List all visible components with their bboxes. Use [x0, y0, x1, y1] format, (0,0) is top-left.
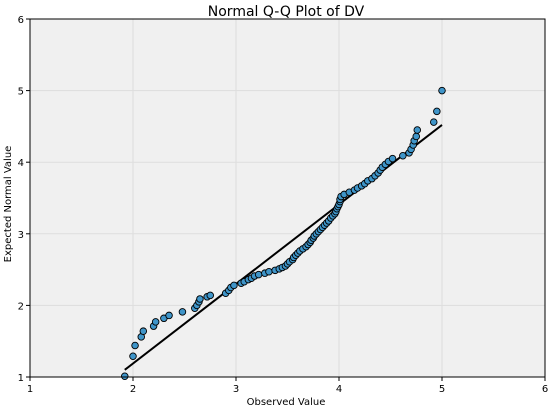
data-point-83: [412, 132, 421, 141]
x-tick-label: 2: [130, 384, 136, 395]
data-points: [121, 86, 446, 381]
y-axis-label: Expected Normal Value: [3, 146, 14, 263]
chart-title: Normal Q-Q Plot of DV: [208, 4, 365, 20]
data-point-25: [254, 270, 263, 279]
data-point-77: [388, 154, 397, 163]
data-point-1: [129, 352, 137, 360]
reference-line: [124, 124, 443, 371]
plot-area: [30, 19, 545, 377]
data-point-2: [131, 341, 139, 350]
data-point-27: [265, 267, 273, 276]
data-point-19: [230, 281, 238, 290]
x-axis-label: Observed Value: [247, 397, 326, 408]
y-tick-label: 1: [18, 373, 24, 384]
plot-frame: [29, 18, 546, 378]
y-tick-label: 5: [18, 87, 24, 98]
y-tick-label: 2: [18, 301, 24, 312]
data-point-8: [165, 311, 173, 320]
data-point-87: [438, 86, 446, 95]
data-point-15: [206, 291, 214, 300]
y-tick-label: 3: [18, 230, 24, 241]
data-point-84: [413, 126, 422, 134]
data-point-6: [151, 318, 160, 326]
data-point-13: [196, 295, 204, 303]
data-point-0: [121, 372, 129, 381]
y-tick-label: 6: [18, 15, 24, 26]
y-tick-label: 4: [18, 158, 24, 169]
data-point-9: [178, 308, 187, 316]
y-axis-ticks: 1 2 3 4 5 6: [18, 15, 30, 384]
x-tick-label: 5: [439, 384, 445, 395]
x-tick-label: 4: [336, 384, 342, 395]
data-point-78: [399, 152, 407, 160]
x-tick-label: 1: [27, 384, 33, 395]
data-point-86: [433, 107, 441, 116]
data-point-85: [430, 118, 438, 126]
data-point-4: [139, 327, 148, 335]
x-tick-label: 3: [233, 384, 239, 395]
x-tick-label: 6: [542, 384, 548, 395]
grid-lines: [29, 18, 546, 378]
x-axis-ticks: 1 2 3 4 5 6: [27, 377, 548, 395]
